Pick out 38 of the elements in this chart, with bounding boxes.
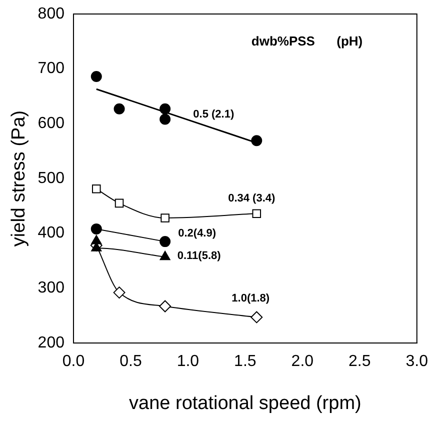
point [113, 286, 126, 299]
y-tick-label: 200 [38, 334, 65, 352]
point [160, 103, 171, 114]
x-tick-label: 2.5 [348, 353, 371, 370]
point [159, 300, 172, 312]
point [160, 236, 171, 248]
x-tick-label: 0.5 [120, 353, 142, 370]
y-tick-label: 400 [38, 224, 65, 242]
point [114, 198, 124, 208]
y-tick-label: 800 [38, 5, 65, 22]
series-label: 0.11(5.8) [177, 250, 222, 262]
point [114, 103, 125, 114]
series-label: 0.2(4.9) [178, 228, 216, 240]
point [160, 250, 170, 260]
x-tick-label: 0.0 [62, 353, 85, 370]
point [252, 209, 262, 218]
point [251, 135, 262, 146]
y-tick-label: 600 [38, 115, 65, 132]
point [92, 184, 101, 194]
series-label: 0.34 (3.4) [228, 192, 276, 205]
annotation: dwb%PSS (pH) [251, 34, 363, 49]
y-tick-label: 700 [38, 60, 65, 78]
point [90, 71, 102, 82]
x-tick-label: 1.5 [234, 353, 256, 370]
x-tick-label: 2.0 [291, 353, 314, 370]
x-tick-label: 3.0 [406, 353, 428, 370]
y-tick-label: 300 [38, 280, 65, 297]
point [250, 311, 263, 324]
x-axis-title: vane rotational speed (rpm) [129, 392, 362, 414]
x-tick-label: 1.0 [176, 353, 200, 370]
y-tick-label: 500 [38, 170, 65, 187]
text: 0.5 (2.1) [193, 108, 234, 121]
point [160, 114, 171, 125]
point [91, 235, 102, 244]
series-label: 1.0(1.8) [232, 292, 270, 304]
point [90, 223, 102, 234]
y-axis-title: yield stress (Pa) [8, 110, 30, 247]
point [160, 214, 170, 222]
